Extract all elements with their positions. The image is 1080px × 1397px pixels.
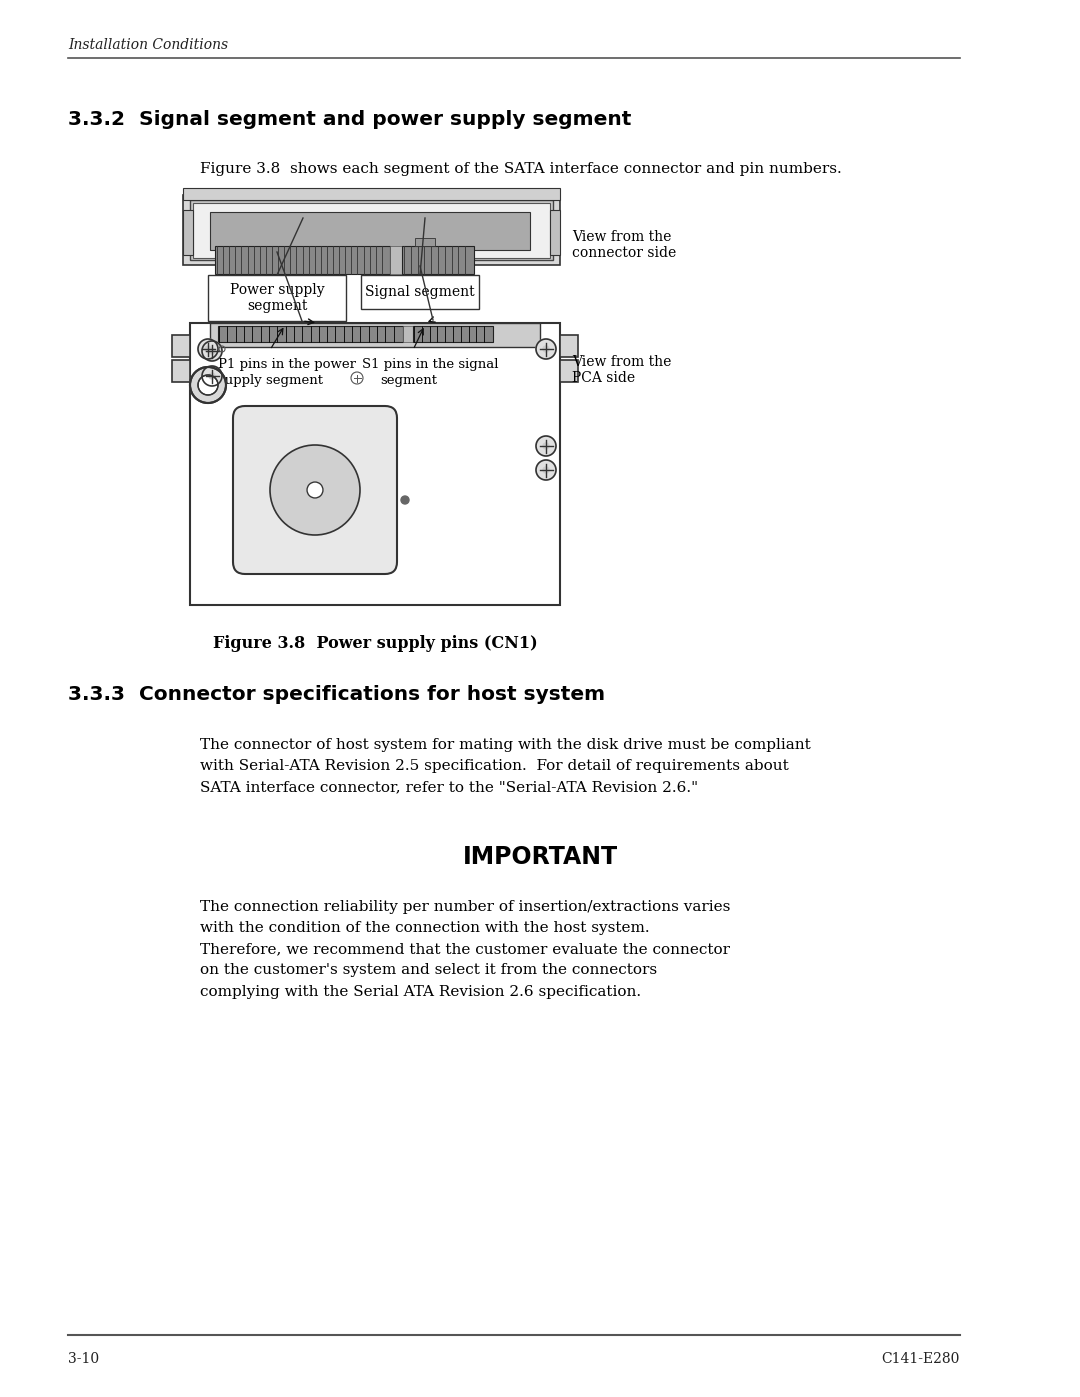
Bar: [561, 360, 578, 381]
Text: The connector of host system for mating with the disk drive must be compliant
wi: The connector of host system for mating …: [200, 738, 811, 795]
Bar: [190, 200, 553, 260]
Text: The connection reliability per number of insertion/extractions varies
with the c: The connection reliability per number of…: [200, 900, 730, 999]
Bar: [390, 246, 402, 274]
Circle shape: [543, 467, 549, 474]
Bar: [413, 326, 492, 342]
Bar: [208, 275, 346, 321]
Text: 3.3.3  Connector specifications for host system: 3.3.3 Connector specifications for host …: [68, 685, 605, 704]
Circle shape: [198, 339, 218, 359]
Text: Signal segment: Signal segment: [365, 285, 475, 299]
Text: Power supply
segment: Power supply segment: [230, 284, 324, 313]
Circle shape: [198, 374, 218, 395]
Circle shape: [401, 496, 409, 504]
Text: Figure 3.8  shows each segment of the SATA interface connector and pin numbers.: Figure 3.8 shows each segment of the SAT…: [200, 162, 841, 176]
Bar: [193, 203, 550, 258]
Bar: [550, 210, 561, 256]
Bar: [361, 275, 480, 309]
Text: IMPORTANT: IMPORTANT: [462, 845, 618, 869]
Text: Figure 3.8  Power supply pins (CN1): Figure 3.8 Power supply pins (CN1): [213, 636, 538, 652]
Bar: [402, 246, 474, 274]
Bar: [215, 246, 390, 274]
Bar: [210, 212, 530, 250]
Ellipse shape: [270, 446, 360, 535]
Bar: [415, 237, 435, 246]
Text: S1 pins in the signal: S1 pins in the signal: [362, 358, 499, 372]
Text: View from the
connector side: View from the connector side: [572, 231, 676, 260]
Circle shape: [190, 367, 226, 402]
Bar: [183, 196, 561, 265]
Circle shape: [198, 374, 218, 395]
Circle shape: [543, 346, 549, 352]
Bar: [172, 335, 190, 358]
Text: View from the
PCA side: View from the PCA side: [572, 355, 672, 386]
Bar: [561, 335, 578, 358]
Bar: [190, 323, 561, 605]
Bar: [172, 360, 190, 381]
Circle shape: [205, 346, 211, 352]
Text: segment: segment: [380, 374, 437, 387]
Circle shape: [536, 436, 556, 455]
Text: 3.3.2  Signal segment and power supply segment: 3.3.2 Signal segment and power supply se…: [68, 110, 632, 129]
Text: 3-10: 3-10: [68, 1352, 99, 1366]
Text: supply segment: supply segment: [218, 374, 323, 387]
Bar: [403, 326, 413, 342]
Circle shape: [543, 443, 549, 448]
Circle shape: [307, 482, 323, 497]
Bar: [183, 189, 561, 200]
Text: Installation Conditions: Installation Conditions: [68, 38, 228, 52]
Text: C141-E280: C141-E280: [881, 1352, 960, 1366]
FancyBboxPatch shape: [233, 407, 397, 574]
Text: P1 pins in the power: P1 pins in the power: [218, 358, 356, 372]
Circle shape: [210, 373, 215, 379]
Circle shape: [190, 367, 226, 402]
Bar: [183, 210, 193, 256]
Circle shape: [202, 366, 222, 386]
Circle shape: [202, 341, 222, 360]
Circle shape: [210, 348, 215, 353]
Bar: [218, 326, 403, 342]
Bar: [210, 323, 540, 346]
Circle shape: [536, 339, 556, 359]
Circle shape: [536, 460, 556, 481]
